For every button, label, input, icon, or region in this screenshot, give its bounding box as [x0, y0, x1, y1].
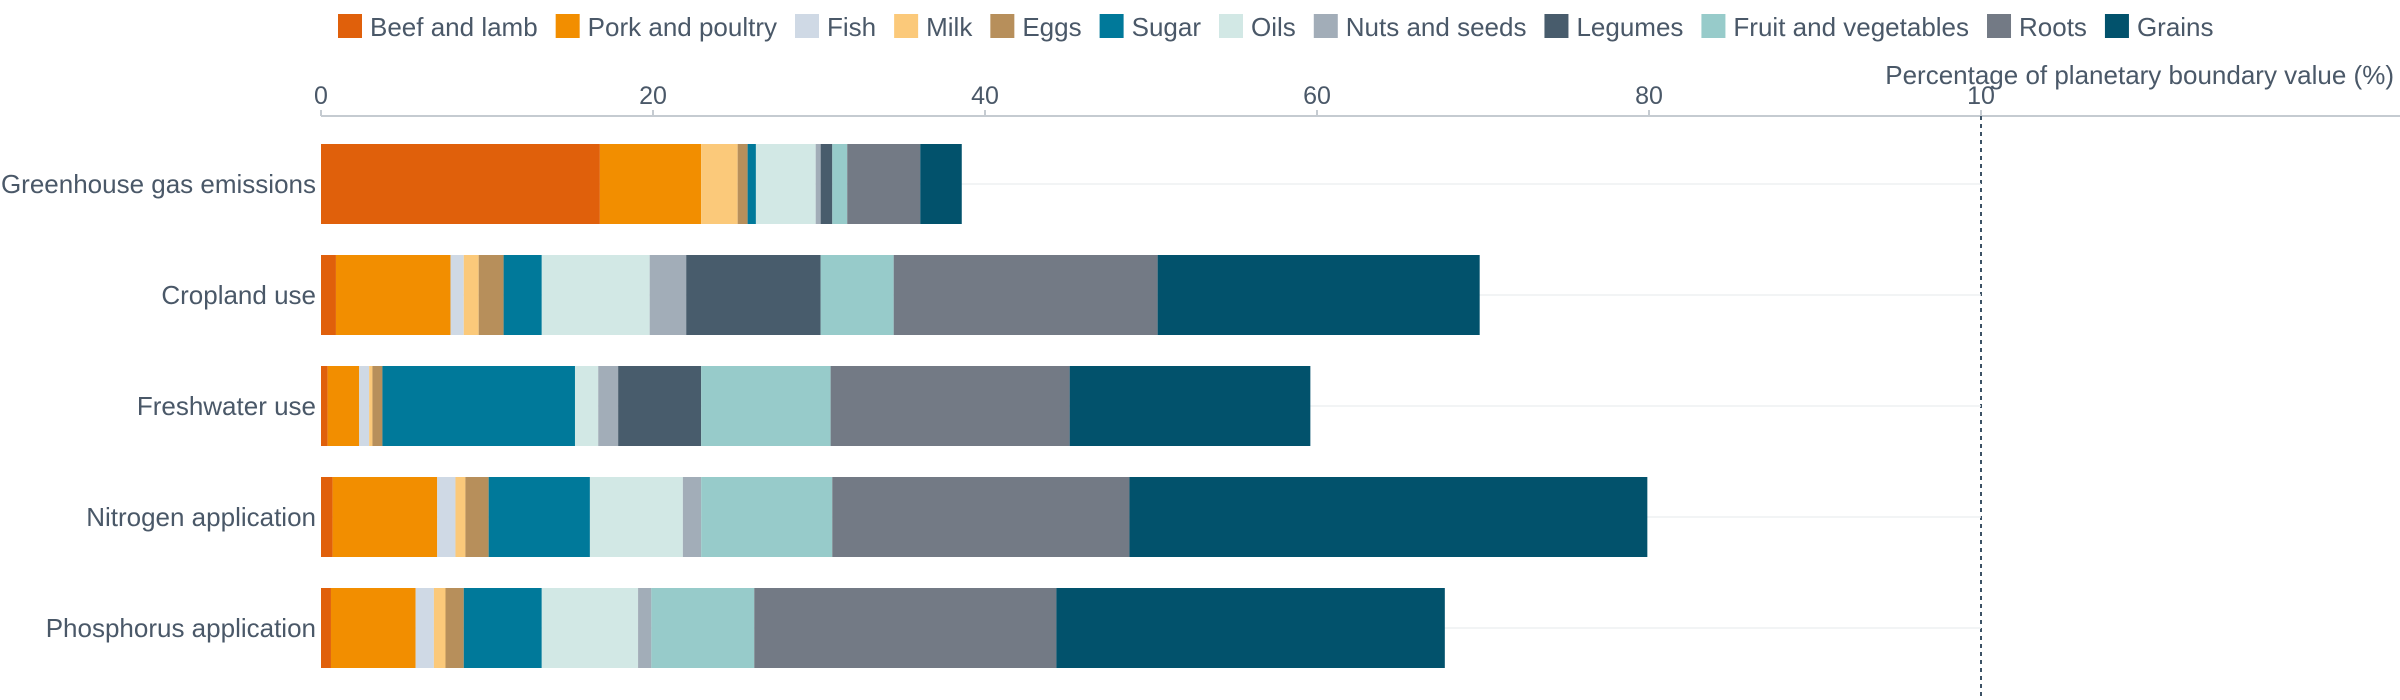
x-axis-ticks: 0 20 40 60 80 10 [314, 82, 2400, 700]
bar-segment-milk [369, 366, 373, 446]
legend-label-eggs: Eggs [1022, 12, 1081, 42]
legend-label-pork-and-poultry: Pork and poultry [588, 12, 777, 42]
bar-segment-milk [463, 255, 479, 335]
bar-segment-fruit-and-vegetables [820, 255, 894, 335]
bar-segment-pork-and-poultry [332, 477, 438, 557]
legend-swatch-oils [1219, 14, 1243, 38]
legend-swatch-beef-and-lamb [338, 14, 362, 38]
legend-label-milk: Milk [926, 12, 973, 42]
category-label-greenhouse-gas-emissions: Greenhouse gas emissions [1, 169, 316, 199]
bar-segment-beef-and-lamb [321, 477, 333, 557]
bar-segment-eggs [465, 477, 489, 557]
x-tick-label: 80 [1635, 82, 1663, 110]
bar-segment-pork-and-poultry [327, 366, 360, 446]
legend-swatch-sugar [1099, 14, 1124, 38]
bar-segment-roots [847, 144, 921, 224]
bar-segment-fish [359, 366, 370, 446]
legend-label-sugar: Sugar [1132, 12, 1202, 42]
legend-swatch-fruit-and-vegetables [1701, 14, 1726, 38]
bar-segment-pork-and-poultry [330, 588, 416, 668]
bar-segment-nuts-and-seeds [815, 144, 821, 224]
bar-segment-grains [920, 144, 962, 224]
bar-segment-beef-and-lamb [321, 144, 600, 224]
x-tick-label: 40 [971, 82, 999, 110]
bar-segment-beef-and-lamb [321, 366, 328, 446]
bar-segment-eggs [737, 144, 748, 224]
bar-segment-pork-and-poultry [599, 144, 702, 224]
legend-label-fruit-and-vegetables: Fruit and vegetables [1733, 12, 1969, 42]
bar-segment-eggs [372, 366, 383, 446]
bar-segment-sugar [382, 366, 575, 446]
bar-segment-fruit-and-vegetables [651, 588, 755, 668]
legend-swatch-nuts-and-seeds [1313, 14, 1338, 38]
legend-swatch-grains [2104, 14, 2129, 38]
bar-segment-fish [415, 588, 434, 668]
bar-segment-sugar [488, 477, 590, 557]
legend: Beef and lamb Pork and poultry Fish Milk Egg… [338, 12, 2214, 42]
bar-segment-grains [1157, 255, 1480, 335]
bar-segment-fruit-and-vegetables [701, 366, 831, 446]
bar-segment-sugar [503, 255, 542, 335]
legend-swatch-pork-and-poultry [555, 14, 580, 38]
category-label-phosphorus-application: Phosphorus application [46, 613, 316, 643]
bar-segment-grains [1129, 477, 1648, 557]
bar-segment-legumes [820, 144, 833, 224]
bar-segment-legumes [686, 255, 821, 335]
x-tick-label: 20 [639, 82, 667, 110]
bar-segment-beef-and-lamb [321, 255, 336, 335]
bar-segment-eggs [445, 588, 464, 668]
bar-segment-nuts-and-seeds [598, 366, 619, 446]
legend-label-beef-and-lamb: Beef and lamb [370, 12, 538, 42]
bar-segment-fish [437, 477, 456, 557]
bar-segment-beef-and-lamb [321, 588, 331, 668]
bars [321, 144, 1648, 668]
bar-segment-oils [541, 588, 639, 668]
x-axis-title: Percentage of planetary boundary value (… [1885, 60, 2394, 90]
bar-segment-nuts-and-seeds [638, 588, 652, 668]
bar-segment-milk [701, 144, 738, 224]
legend-swatch-roots [1987, 14, 2012, 38]
bar-segment-fruit-and-vegetables [832, 144, 848, 224]
bar-segment-oils [541, 255, 650, 335]
legend-label-legumes: Legumes [1576, 12, 1683, 42]
bar-segment-oils [589, 477, 683, 557]
bar-segment-legumes [618, 366, 702, 446]
x-tick-label: 0 [314, 82, 328, 110]
bar-segment-grains [1069, 366, 1311, 446]
bar-segment-eggs [478, 255, 504, 335]
bar-segment-grains [1056, 588, 1445, 668]
bar-segment-sugar [747, 144, 756, 224]
legend-label-nuts-and-seeds: Nuts and seeds [1346, 12, 1527, 42]
legend-swatch-legumes [1544, 14, 1569, 38]
bar-segment-oils [755, 144, 816, 224]
bar-segment-fruit-and-vegetables [701, 477, 833, 557]
legend-label-oils: Oils [1251, 12, 1296, 42]
legend-swatch-milk [894, 14, 919, 38]
x-tick-label: 60 [1303, 82, 1331, 110]
category-label-cropland-use: Cropland use [161, 280, 316, 310]
bar-segment-sugar [463, 588, 542, 668]
bar-segment-oils [574, 366, 599, 446]
bar-segment-roots [830, 366, 1070, 446]
bar-segment-milk [433, 588, 446, 668]
legend-label-grains: Grains [2137, 12, 2214, 42]
category-label-nitrogen-application: Nitrogen application [86, 502, 316, 532]
bar-segment-milk [455, 477, 466, 557]
category-labels: Greenhouse gas emissions Cropland use Fres… [1, 169, 316, 643]
bar-segment-roots [754, 588, 1057, 668]
bar-segment-pork-and-poultry [335, 255, 451, 335]
bar-segment-nuts-and-seeds [682, 477, 702, 557]
bar-segment-roots [893, 255, 1158, 335]
bar-segment-roots [832, 477, 1130, 557]
legend-swatch-fish [795, 14, 819, 38]
x-tick-label: 10 [1967, 82, 1995, 110]
legend-swatch-eggs [990, 14, 1015, 38]
legend-label-fish: Fish [827, 12, 876, 42]
bar-segment-fish [450, 255, 464, 335]
legend-label-roots: Roots [2019, 12, 2087, 42]
category-label-freshwater-use: Freshwater use [137, 391, 316, 421]
bar-segment-nuts-and-seeds [649, 255, 687, 335]
